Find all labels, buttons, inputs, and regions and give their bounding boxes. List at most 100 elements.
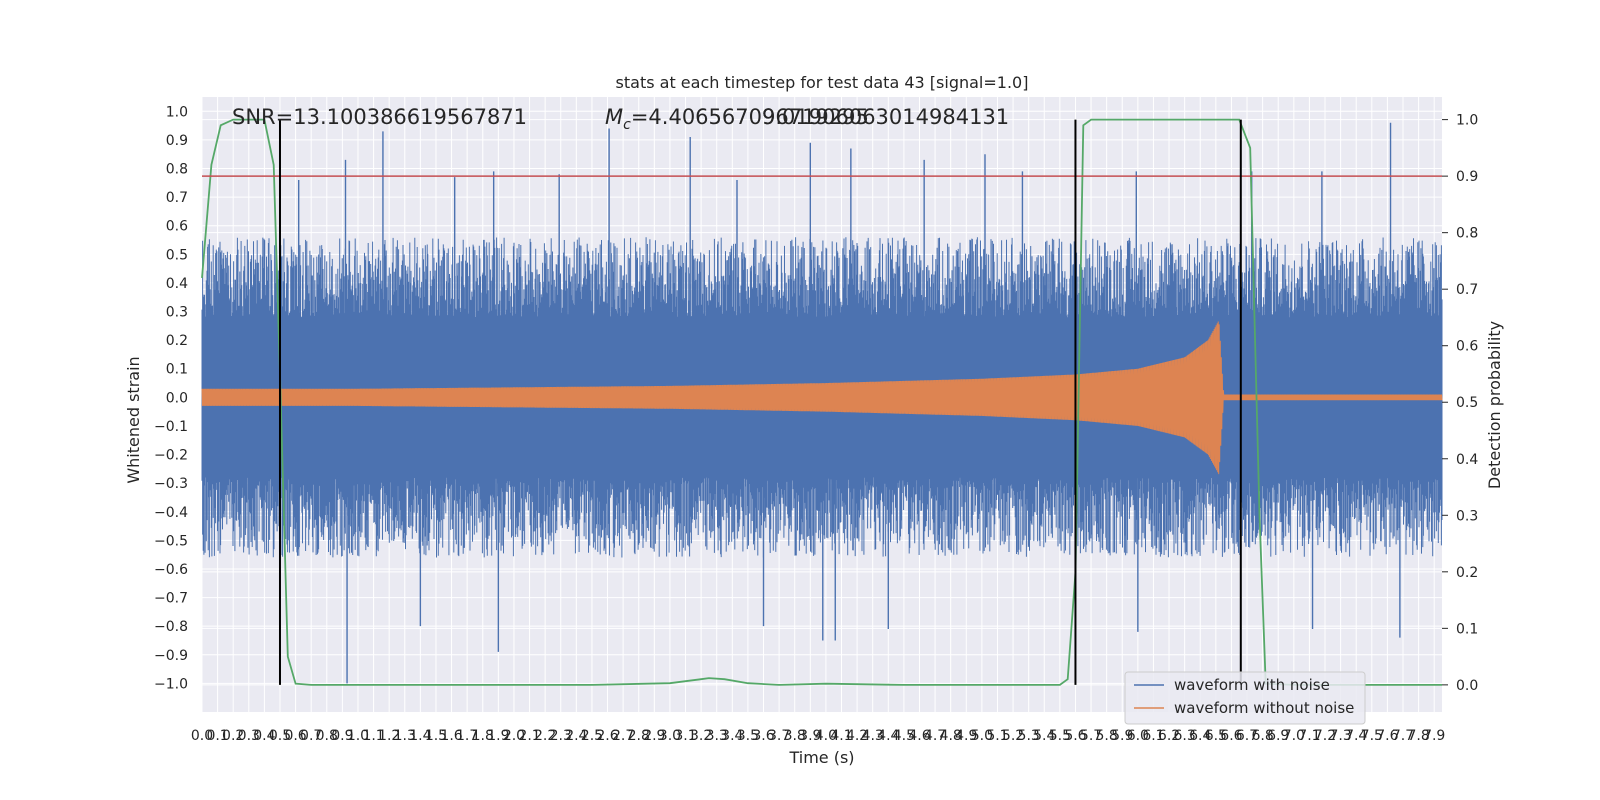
x-tick-label: 5.4 xyxy=(1033,728,1055,744)
overlap-annotation: 9.01906063014984131 xyxy=(762,105,1009,129)
x-tick-label: 6.5 xyxy=(1205,728,1227,744)
x-tick-label: 0.7 xyxy=(300,728,322,744)
x-tick-label: 3.0 xyxy=(659,728,681,744)
y-tick-label: 0.4 xyxy=(166,276,188,292)
x-tick-label: 4.1 xyxy=(830,728,852,744)
x-tick-label: 2.5 xyxy=(581,728,603,744)
x-tick-label: 5.7 xyxy=(1080,728,1102,744)
y2-tick-label: 0.7 xyxy=(1456,282,1478,298)
x-tick-label: 2.0 xyxy=(503,728,525,744)
x-tick-label: 2.7 xyxy=(612,728,634,744)
x-tick-label: 5.3 xyxy=(1018,728,1040,744)
x-tick-label: 0.6 xyxy=(284,728,306,744)
y2-tick-label: 0.9 xyxy=(1456,169,1478,185)
y-tick-label: −0.3 xyxy=(154,476,188,492)
y-tick-label: −0.2 xyxy=(154,448,188,464)
x-tick-label: 7.1 xyxy=(1298,728,1320,744)
x-tick-label: 1.1 xyxy=(362,728,384,744)
x-tick-label: 4.4 xyxy=(877,728,899,744)
x-tick-label: 3.1 xyxy=(674,728,696,744)
y2-tick-label: 0.1 xyxy=(1456,621,1478,637)
x-tick-label: 2.9 xyxy=(643,728,665,744)
series-waveform-with-noise xyxy=(201,122,1443,684)
x-tick-label: 4.6 xyxy=(908,728,930,744)
x-tick-label: 6.8 xyxy=(1251,728,1273,744)
y2-tick-label: 0.0 xyxy=(1456,678,1478,694)
y-tick-label: 0.3 xyxy=(166,305,188,321)
x-tick-label: 6.1 xyxy=(1142,728,1164,744)
x-tick-label: 3.8 xyxy=(784,728,806,744)
y-axis-ticks: 1.0 0.9 0.8 0.7 0.6 0.5 0.4 0.3 0.2 0.1 0.0 −0.1 −0.… xyxy=(154,104,188,692)
x-tick-label: 6.7 xyxy=(1236,728,1258,744)
x-tick-label: 6.9 xyxy=(1267,728,1289,744)
x-tick-label: 4.8 xyxy=(940,728,962,744)
x-tick-label: 1.3 xyxy=(394,728,416,744)
x-tick-label: 1.8 xyxy=(472,728,494,744)
legend-box xyxy=(1124,671,1366,725)
x-tick-label: 4.9 xyxy=(955,728,977,744)
x-tick-label: 5.1 xyxy=(986,728,1008,744)
clean-trace xyxy=(201,321,1443,475)
x-tick-label: 1.0 xyxy=(347,728,369,744)
x-tick-label: 1.7 xyxy=(456,728,478,744)
x-tick-label: 7.0 xyxy=(1283,728,1305,744)
x-tick-label: 3.7 xyxy=(768,728,790,744)
x-tick-label: 7.5 xyxy=(1361,728,1383,744)
x-tick-label: 3.3 xyxy=(706,728,728,744)
mc-subscript: c xyxy=(623,117,631,133)
x-tick-label: 4.2 xyxy=(846,728,868,744)
x-tick-label: 3.5 xyxy=(737,728,759,744)
x-tick-label: 0.8 xyxy=(316,728,338,744)
x-tick-label: 0.4 xyxy=(253,728,275,744)
y-axis-label: Whitened strain xyxy=(124,356,143,483)
y2-tick-label: 0.6 xyxy=(1456,339,1478,355)
y-tick-label: 0.2 xyxy=(166,333,188,349)
x-tick-label: 4.0 xyxy=(815,728,837,744)
reference-lines xyxy=(202,119,1442,685)
mc-symbol: M xyxy=(605,105,623,129)
y-tick-label: −0.4 xyxy=(154,505,188,521)
y2-axis-ticks: 1.0 0.9 0.8 0.7 0.6 0.5 0.4 0.3 0.2 0.1 0.0 xyxy=(1442,113,1478,694)
y-tick-label: −0.1 xyxy=(154,419,188,435)
x-tick-label: 1.5 xyxy=(425,728,447,744)
y-tick-label: −0.9 xyxy=(154,648,188,664)
chart-title: stats at each timestep for test data 43 … xyxy=(616,73,1029,92)
x-tick-label: 0.0 xyxy=(191,728,213,744)
x-tick-label: 2.6 xyxy=(596,728,618,744)
x-tick-label: 7.6 xyxy=(1376,728,1398,744)
mc-value: =4.406567096719295 xyxy=(631,105,869,129)
x-tick-label: 3.6 xyxy=(752,728,774,744)
detection-probability-line xyxy=(201,118,1442,686)
x-tick-label: 7.4 xyxy=(1345,728,1367,744)
x-tick-label: 5.6 xyxy=(1064,728,1086,744)
x-tick-label: 5.0 xyxy=(971,728,993,744)
y-tick-label: −0.5 xyxy=(154,533,188,549)
x-tick-label: 0.1 xyxy=(206,728,228,744)
x-tick-label: 2.3 xyxy=(550,728,572,744)
x-tick-label: 6.3 xyxy=(1174,728,1196,744)
y2-tick-label: 1.0 xyxy=(1456,113,1478,129)
y-tick-label: −0.7 xyxy=(154,591,188,607)
y-tick-label: 0.7 xyxy=(166,190,188,206)
x-tick-label: 2.2 xyxy=(534,728,556,744)
x-tick-label: 3.4 xyxy=(721,728,743,744)
x-tick-label: 1.2 xyxy=(378,728,400,744)
x-tick-label: 0.9 xyxy=(331,728,353,744)
x-tick-label: 1.4 xyxy=(409,728,431,744)
series-waveform-without-noise xyxy=(201,321,1443,475)
x-tick-label: 0.2 xyxy=(222,728,244,744)
y2-tick-label: 0.8 xyxy=(1456,226,1478,242)
x-tick-label: 5.2 xyxy=(1002,728,1024,744)
x-axis-label: Time (s) xyxy=(788,748,854,767)
y-tick-label: 0.0 xyxy=(166,390,188,406)
legend-label-clean: waveform without noise xyxy=(1174,699,1354,717)
snr-annotation: SNR=13.100386619567871 xyxy=(232,105,527,129)
y-tick-label: 0.9 xyxy=(166,133,188,149)
y2-tick-label: 0.4 xyxy=(1456,452,1478,468)
y2-axis-label: Detection probability xyxy=(1485,321,1504,489)
y-tick-label: 0.5 xyxy=(166,247,188,263)
x-tick-label: 5.5 xyxy=(1049,728,1071,744)
x-tick-label: 1.9 xyxy=(487,728,509,744)
y2-tick-label: 0.3 xyxy=(1456,508,1478,524)
